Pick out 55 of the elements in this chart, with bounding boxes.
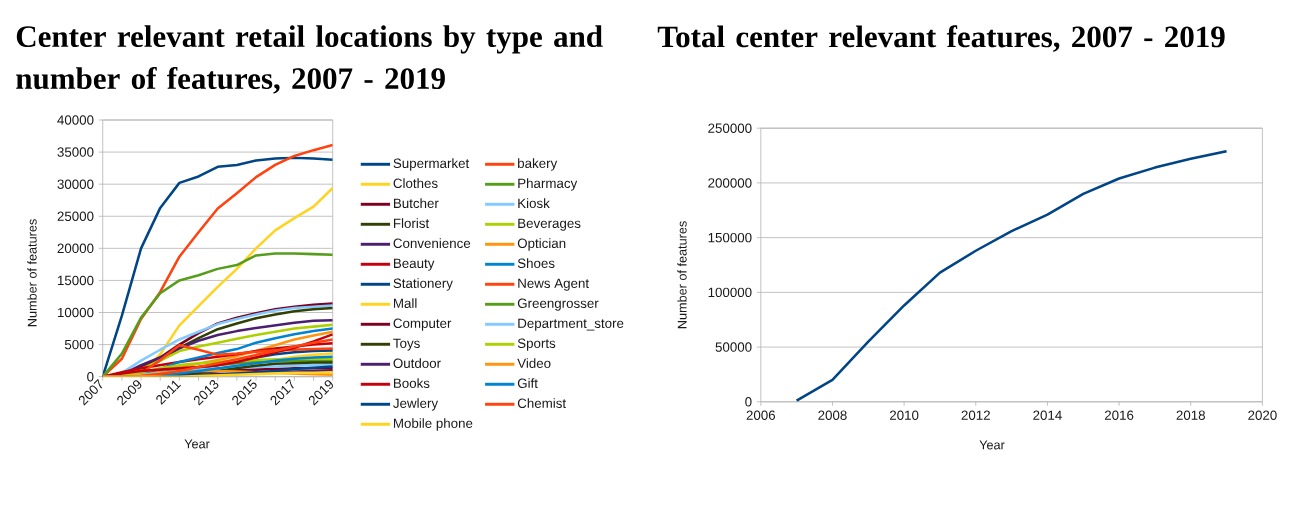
legend-label: Butcher [393, 198, 439, 208]
legend-label: Greengrosser [517, 298, 599, 311]
chart-title: Total center relevant features, 2007 - 2019 [657, 25, 1225, 52]
y-tick-label: 50000 [715, 342, 752, 352]
chart-title: Center relevant retail locations by type and number of features, 2007 - 2019 [16, 25, 603, 94]
y-tick-label: 100000 [708, 287, 752, 298]
legend-label: Florist [393, 218, 430, 228]
y-tick-label: 30000 [57, 179, 94, 189]
y-tick-label: 0 [745, 397, 752, 407]
legend-label: Books [393, 378, 430, 388]
x-tick-label: 2014 [1033, 410, 1062, 420]
y-tick-label: 20000 [57, 243, 94, 254]
y-tick-label: 200000 [708, 178, 752, 188]
legend-label: Sports [517, 338, 556, 351]
x-tick-label: 2010 [889, 410, 919, 420]
legend-label: Mall [393, 298, 417, 308]
x-tick-label: 2006 [746, 410, 776, 420]
x-tick-label: 2018 [1176, 410, 1205, 420]
legend-label: Toys [393, 338, 420, 351]
y-axis-title: Number of features [27, 219, 37, 327]
legend-label: Chemist [517, 398, 567, 408]
legend-label: Clothes [393, 178, 438, 188]
legend-label: Kiosk [518, 198, 550, 208]
x-axis-title: Year [184, 439, 210, 449]
legend-label: Mobile phone [393, 418, 473, 431]
legend-label: News Agent [518, 278, 589, 291]
x-tick-label: 2020 [1248, 410, 1277, 420]
y-tick-label: 40000 [57, 115, 94, 125]
legend-label: Convenience [393, 238, 471, 248]
legend-label: Stationery [393, 278, 453, 291]
legend-label: Video [517, 358, 551, 368]
legend-label: Jewlery [393, 398, 439, 411]
y-tick-label: 25000 [57, 211, 94, 221]
legend-label: Shoes [517, 258, 555, 268]
y-axis-title: Number of features [677, 221, 687, 329]
legend-label: Department_store [518, 318, 624, 331]
x-tick-label: 2016 [1104, 410, 1134, 420]
legend-label: Gift [517, 378, 538, 388]
x-axis-title: Year [979, 440, 1005, 450]
legend-label: Beauty [393, 258, 435, 271]
legend-label: Outdoor [393, 358, 441, 368]
legend-label: Computer [393, 318, 452, 331]
y-tick-label: 5000 [64, 339, 94, 350]
legend-label: Beverages [518, 218, 581, 231]
legend-label: Optician [517, 238, 566, 251]
legend-label: Supermarket [393, 158, 470, 171]
y-tick-label: 10000 [57, 307, 94, 318]
x-tick-label: 2008 [818, 410, 847, 420]
legend-label: Pharmacy [518, 178, 578, 191]
y-tick-label: 150000 [708, 232, 752, 243]
y-tick-label: 15000 [57, 275, 94, 286]
y-tick-label: 35000 [57, 147, 94, 157]
legend-label: bakery [518, 158, 558, 171]
x-tick-label: 2012 [961, 410, 990, 420]
y-tick-label: 250000 [708, 123, 752, 133]
